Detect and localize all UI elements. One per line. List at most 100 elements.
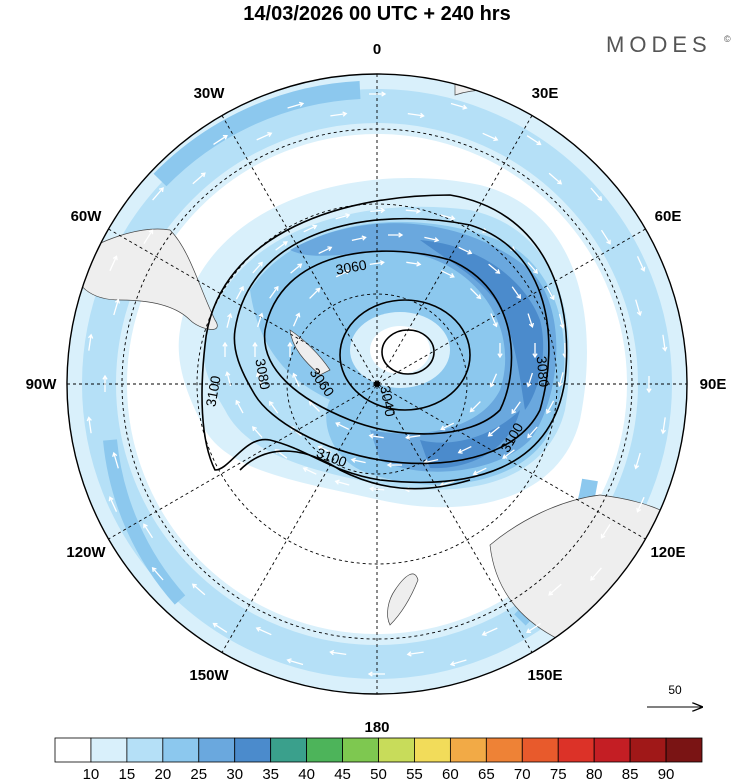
- wind-arrow: [369, 486, 385, 492]
- height-contours: [201, 194, 568, 490]
- colorbar-swatch: [485, 737, 523, 763]
- wind-arrow: [256, 132, 273, 141]
- wind-arrow: [532, 343, 538, 359]
- wind-arrow: [252, 261, 263, 274]
- contour-3100: [201, 194, 568, 484]
- longitude-label: 90W: [26, 376, 58, 393]
- colorbar-tick-label: 70: [514, 766, 531, 782]
- wind-arrow: [226, 312, 233, 328]
- longitude-label: 30E: [532, 85, 559, 102]
- colorbar-swatch: [90, 737, 128, 763]
- wind-arrow: [251, 426, 263, 438]
- wind-arrow: [88, 333, 94, 351]
- wind-arrow: [600, 229, 611, 245]
- wind-arrow: [292, 372, 300, 387]
- wind-arrow: [440, 422, 455, 431]
- colorbar-tick-label: 65: [478, 766, 495, 782]
- contour-label: 3100: [202, 374, 223, 408]
- wind-arrow: [600, 523, 611, 539]
- wind-arrow: [527, 313, 535, 329]
- wind-arrow: [235, 399, 244, 414]
- wind-arrow: [292, 312, 301, 327]
- wind-reference-value: 50: [668, 683, 682, 697]
- wind-arrow: [440, 270, 455, 278]
- longitude-label: 120E: [650, 544, 685, 561]
- wind-arrow: [235, 285, 244, 300]
- colorbar-tick-label: 20: [154, 766, 171, 782]
- colorbar-tick-label: 15: [119, 766, 136, 782]
- wind-arrow: [590, 567, 602, 581]
- wind-arrow: [490, 313, 498, 328]
- wind-arrow: [317, 445, 332, 454]
- wind-arrow: [548, 583, 562, 596]
- wind-arrow: [470, 288, 482, 300]
- colorbar-swatch: [378, 737, 415, 763]
- wind-arrow: [449, 659, 467, 667]
- wind-arrow: [102, 374, 108, 392]
- colorbar-tick-label: 50: [370, 766, 387, 782]
- wind-arrow: [335, 213, 351, 220]
- longitude-labels: 0 30E 60E 90E 120E 150E 180 150W 120W 90W 60W 30W: [26, 41, 727, 736]
- wind-arrow: [502, 449, 515, 459]
- wind-arrow: [335, 269, 350, 278]
- colorbar-tick-label: 35: [262, 766, 279, 782]
- wind-arrow: [350, 457, 366, 464]
- wind-arrow: [635, 299, 642, 317]
- wind-arrow: [113, 298, 121, 316]
- colorbar-swatch: [414, 737, 451, 763]
- wind-arrow: [152, 187, 164, 201]
- wind-arrow: [329, 649, 347, 656]
- contour-label: 3080: [252, 357, 273, 391]
- longitude-label: 120W: [66, 544, 106, 561]
- brand-logo: MODES: [606, 32, 712, 57]
- wind-arrow: [388, 232, 404, 238]
- wind-arrow: [368, 433, 384, 439]
- wind-arrow: [367, 671, 385, 677]
- wind-arrow: [109, 255, 118, 272]
- wind-arrow: [511, 286, 522, 300]
- colorbar-swatch: [270, 737, 308, 763]
- colorbar-tick-label: 80: [586, 766, 603, 782]
- colorbar-swatch: [234, 737, 272, 763]
- colorbar-tick-label: 30: [226, 766, 243, 782]
- wind-arrow: [222, 341, 228, 357]
- wind-arrow: [489, 373, 498, 388]
- wind-arrow: [330, 111, 348, 117]
- wind-arrow: [558, 313, 565, 329]
- colorbar-swatch: [342, 737, 379, 763]
- wind-arrow: [407, 112, 425, 119]
- wind-arrow: [546, 286, 555, 301]
- wind-arrow: [497, 343, 503, 359]
- wind-arrow: [286, 658, 304, 666]
- polar-map: [66, 73, 688, 695]
- wind-arrow: [143, 523, 154, 539]
- wind-arrow: [636, 496, 645, 513]
- contour-label: 3040: [377, 384, 398, 418]
- longitude-label: 150E: [527, 667, 562, 684]
- wind-arrow: [290, 263, 303, 274]
- colorbar-tick-label: 85: [622, 766, 639, 782]
- wind-arrow: [386, 462, 402, 468]
- colorbar-tick-label: 90: [658, 766, 675, 782]
- wind-arrow: [151, 566, 164, 581]
- wind-arrow: [527, 426, 538, 439]
- colorbar-swatch: [54, 737, 92, 763]
- contour-label: 3060: [334, 256, 368, 277]
- longitude-label: 60E: [655, 208, 682, 225]
- wind-arrow: [424, 236, 440, 243]
- wind-arrow: [269, 285, 279, 299]
- colorbar: 10 15 20 25 30 35 40 45 50 55 60 65 70 75 80 85 90: [54, 737, 703, 782]
- wind-arrow: [108, 496, 118, 512]
- longitude-label: 150W: [189, 667, 229, 684]
- wind-arrow: [287, 101, 305, 109]
- wind-arrow: [481, 627, 498, 636]
- wind-arrow: [213, 135, 228, 145]
- wind-arrow: [369, 260, 385, 266]
- wind-vectors: [86, 91, 668, 677]
- wind-arrow: [406, 651, 424, 657]
- contour-label: 3080: [534, 355, 553, 388]
- colorbar-tick-label: 45: [334, 766, 351, 782]
- map-border: [66, 73, 688, 695]
- wind-arrow: [526, 135, 542, 146]
- colorbar-swatch: [198, 737, 236, 763]
